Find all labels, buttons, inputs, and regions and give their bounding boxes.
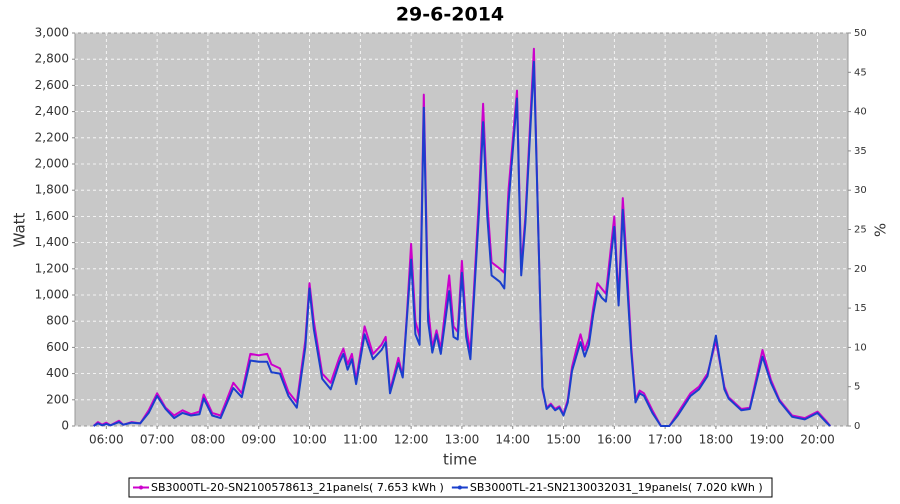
x-tick-label: 12:00 — [394, 433, 429, 447]
y2-tick-label: 0 — [854, 421, 860, 432]
y-tick-label: 3,000 — [35, 26, 69, 40]
y-tick-label: 800 — [46, 314, 69, 328]
x-tick-label: 18:00 — [699, 433, 734, 447]
y-tick-label: 2,400 — [35, 104, 69, 118]
y2-tick-label: 20 — [854, 264, 867, 275]
series-line — [93, 60, 831, 427]
x-tick-label: 07:00 — [140, 433, 175, 447]
y-tick-label: 2,800 — [35, 52, 69, 66]
y-tick-label: 600 — [46, 340, 69, 354]
x-tick-label: 13:00 — [445, 433, 480, 447]
legend-label: SB3000TL-20-SN2100578613_21panels( 7.653… — [151, 481, 444, 494]
x-tick-label: 08:00 — [191, 433, 226, 447]
x-tick-label: 10:00 — [292, 433, 327, 447]
y-tick-label: 1,800 — [35, 183, 69, 197]
legend-label: SB3000TL-21-SN2130032031_19panels( 7.020… — [470, 481, 763, 494]
y-tick-label: 1,600 — [35, 209, 69, 223]
x-tick-label: 11:00 — [343, 433, 378, 447]
y-axis-label: Watt — [11, 212, 29, 247]
x-axis-label: time — [443, 451, 477, 469]
y2-tick-label: 10 — [854, 342, 867, 353]
x-tick-label: 17:00 — [648, 433, 683, 447]
x-tick-label: 06:00 — [89, 433, 124, 447]
y2-tick-label: 45 — [854, 67, 867, 78]
y2-tick-label: 25 — [854, 225, 867, 236]
y-tick-label: 2,200 — [35, 130, 69, 144]
x-tick-label: 14:00 — [495, 433, 530, 447]
x-tick-label: 16:00 — [597, 433, 632, 447]
chart-title: 29-6-2014 — [396, 4, 504, 26]
y2-tick-label: 35 — [854, 146, 867, 157]
y2-tick-label: 5 — [854, 382, 860, 393]
y2-tick-label: 15 — [854, 303, 867, 314]
y2-tick-label: 40 — [854, 107, 867, 118]
legend-box — [128, 477, 773, 498]
y-tick-label: 1,200 — [35, 261, 69, 275]
plot-area — [74, 32, 849, 427]
x-tick-label: 20:00 — [800, 433, 835, 447]
y-tick-label: 1,400 — [35, 235, 69, 249]
y-tick-label: 0 — [61, 419, 69, 433]
x-tick-label: 19:00 — [749, 433, 784, 447]
y-tick-label: 200 — [46, 392, 69, 406]
legend-marker — [139, 485, 143, 490]
x-tick-label: 09:00 — [241, 433, 276, 447]
y-tick-label: 400 — [46, 366, 69, 380]
x-tick-label: 15:00 — [546, 433, 581, 447]
y-tick-label: 1,000 — [35, 288, 69, 302]
legend-marker — [457, 485, 462, 490]
y-tick-label: 2,600 — [35, 78, 69, 92]
y-tick-label: 2,000 — [35, 157, 69, 171]
y2-tick-label: 50 — [854, 28, 867, 39]
y2-tick-label: 30 — [854, 185, 867, 196]
y2-axis-label: % — [872, 223, 890, 237]
